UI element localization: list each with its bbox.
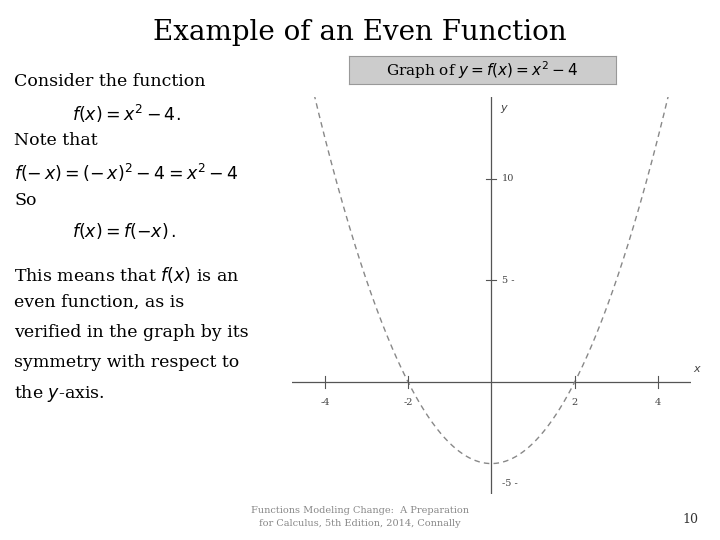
Text: 10: 10 — [502, 174, 514, 183]
Text: Graph of $y = f(x) = x^2 - 4$: Graph of $y = f(x) = x^2 - 4$ — [387, 59, 578, 80]
Text: symmetry with respect to: symmetry with respect to — [14, 354, 240, 370]
Text: even function, as is: even function, as is — [14, 294, 184, 311]
Text: $x$: $x$ — [693, 364, 702, 374]
Text: $f(x) = f(-x)\,.$: $f(x) = f(-x)\,.$ — [72, 221, 176, 241]
Text: -5 -: -5 - — [502, 480, 518, 488]
Text: Functions Modeling Change:  A Preparation: Functions Modeling Change: A Preparation — [251, 506, 469, 515]
Text: $f(x) = x^2 - 4.$: $f(x) = x^2 - 4.$ — [72, 103, 181, 125]
Text: for Calculus, 5th Edition, 2014, Connally: for Calculus, 5th Edition, 2014, Connall… — [259, 519, 461, 528]
Text: $f(-\, x) = (-\, x)^2 - 4 = x^2 - 4$: $f(-\, x) = (-\, x)^2 - 4 = x^2 - 4$ — [14, 162, 239, 184]
Text: 4: 4 — [654, 399, 661, 408]
Text: Consider the function: Consider the function — [14, 73, 206, 90]
Text: Example of an Even Function: Example of an Even Function — [153, 19, 567, 46]
Text: 2: 2 — [572, 399, 577, 408]
Text: So: So — [14, 192, 37, 208]
Text: Note that: Note that — [14, 132, 98, 149]
Text: the $y$-axis.: the $y$-axis. — [14, 383, 105, 404]
Text: This means that $f(x)$ is an: This means that $f(x)$ is an — [14, 265, 240, 285]
Text: -4: -4 — [320, 399, 330, 408]
Text: $y$: $y$ — [500, 103, 509, 116]
Text: 5 -: 5 - — [502, 276, 514, 285]
Text: 10: 10 — [683, 513, 698, 526]
Text: verified in the graph by its: verified in the graph by its — [14, 324, 249, 341]
Text: -2: -2 — [403, 399, 413, 408]
